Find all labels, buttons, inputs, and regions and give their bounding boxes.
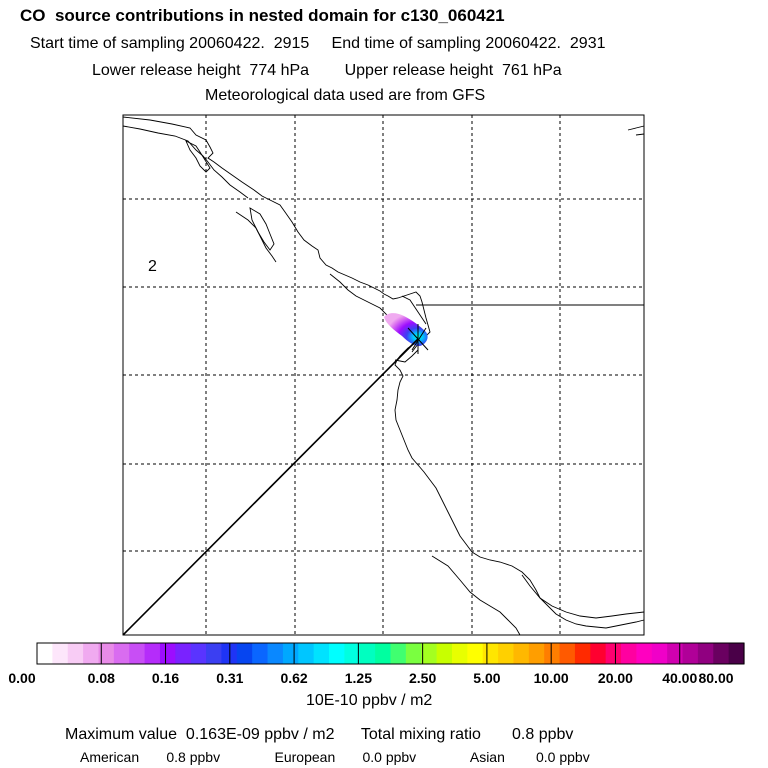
colorbar-tick-label: 80.00: [698, 670, 734, 686]
map-title: CO source contributions in nested domain…: [20, 6, 505, 25]
colorbar-swatch: [482, 643, 499, 664]
colorbar-swatch: [390, 643, 407, 664]
inlet-outline: [235, 211, 277, 263]
colorbar-swatch: [344, 643, 361, 664]
colorbar-tick-label: 0.00: [8, 670, 36, 686]
colorbar-swatch: [359, 643, 376, 664]
colorbar-swatch: [37, 643, 53, 664]
colorbar-swatch: [467, 643, 484, 664]
colorbar-swatch: [697, 643, 714, 664]
colorbar-swatch: [682, 643, 699, 664]
colorbar-swatch: [605, 643, 622, 664]
release-height-line: Lower release height 774 hPa Upper relea…: [92, 62, 562, 79]
island-outline: [185, 140, 211, 173]
colorbar-tick-label: 2.50: [409, 670, 437, 686]
colorbar-swatch: [436, 643, 453, 664]
colorbar-swatch: [574, 643, 591, 664]
flight-track-line: [122, 338, 419, 636]
colorbar-swatch: [528, 643, 545, 664]
colorbar-swatch: [728, 643, 745, 664]
colorbar-frame: [36, 642, 745, 665]
border-line: [521, 574, 645, 619]
colorbar-swatch: [621, 643, 638, 664]
island-outline: [249, 207, 275, 251]
colorbar-swatch: [190, 643, 207, 664]
river-line: [431, 555, 521, 636]
colorbar-swatch: [713, 643, 730, 664]
colorbar-swatch: [405, 643, 422, 664]
colorbar-swatch: [236, 643, 253, 664]
region-marker-label: 2: [148, 258, 157, 275]
colorbar-swatch: [651, 643, 668, 664]
colorbar-tick-label: 20.00: [597, 670, 633, 686]
colorbar-units: 10E-10 ppbv / m2: [306, 692, 433, 709]
inlet-outline: [401, 295, 427, 325]
colorbar-swatch: [375, 643, 392, 664]
colorbar-swatch: [129, 643, 146, 664]
sampling-time-line: Start time of sampling 20060422. 2915 En…: [30, 35, 606, 52]
colorbar-swatch: [206, 643, 223, 664]
colorbar-swatch: [559, 643, 576, 664]
colorbar-swatch: [298, 643, 315, 664]
colorbar-swatch: [667, 643, 684, 664]
colorbar-swatch: [636, 643, 653, 664]
colorbar-tick-label: 10.00: [533, 670, 569, 686]
colorbar-swatch: [544, 643, 561, 664]
colorbar-swatch: [513, 643, 530, 664]
colorbar-swatch: [282, 643, 299, 664]
colorbar-swatch: [175, 643, 192, 664]
colorbar-swatch: [498, 643, 515, 664]
colorbar-swatch: [98, 643, 115, 664]
colorbar-swatch: [421, 643, 438, 664]
colorbar-swatch: [329, 643, 345, 664]
colorbar-tick-label: 40.00: [662, 670, 698, 686]
colorbar-swatch: [52, 643, 69, 664]
colorbar-tick-label: 0.16: [151, 670, 180, 686]
colorbar-swatch: [451, 643, 468, 664]
footprint-plume: [384, 313, 428, 346]
colorbar-swatch: [144, 643, 161, 664]
colorbar-swatch: [590, 643, 607, 664]
colorbar-swatch: [67, 643, 84, 664]
colorbar-swatch: [267, 643, 284, 664]
meteorological-data-line: Meteorological data used are from GFS: [205, 87, 486, 104]
colorbar-tick-label: 0.31: [216, 670, 244, 686]
colorbar-tick-label: 5.00: [473, 670, 501, 686]
colorbar-tick-label: 0.08: [87, 670, 115, 686]
colorbar: [36, 643, 745, 664]
coastline-ne-corner: [635, 133, 645, 136]
coastline-ne-corner: [627, 125, 645, 131]
coastline-sound: [329, 273, 391, 321]
colorbar-swatch: [83, 643, 100, 664]
colorbar-tick-label: 0.62: [280, 670, 308, 686]
colorbar-swatch: [313, 643, 330, 664]
colorbar-swatch: [159, 643, 176, 664]
colorbar-swatch: [113, 643, 130, 664]
colorbar-swatch: [252, 643, 269, 664]
coastline-upper-bay: [122, 125, 249, 199]
colorbar-tick-label: 1.25: [344, 670, 372, 686]
inlet-outline: [394, 349, 419, 363]
max-value-summary: Maximum value 0.163E-09 ppbv / m2 Total …: [65, 726, 574, 743]
regional-contributions: American 0.8 ppbv European 0.0 ppbv Asia…: [80, 749, 590, 765]
